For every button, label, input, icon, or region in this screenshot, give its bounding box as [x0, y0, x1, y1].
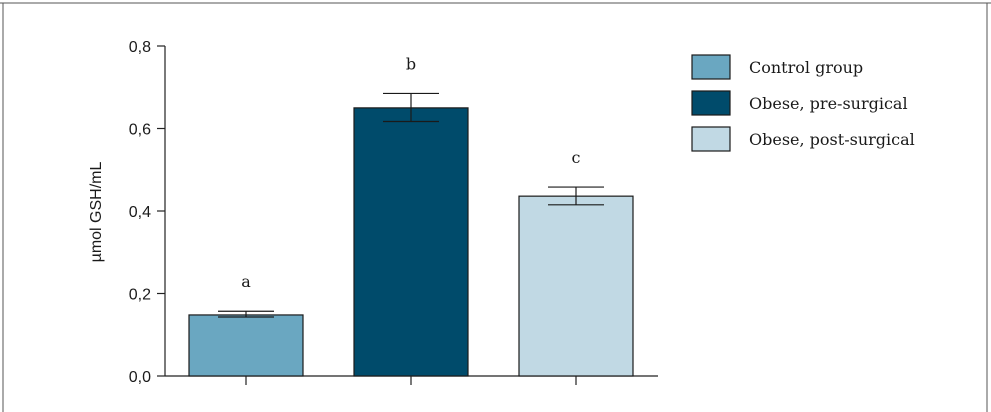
y-tick-label: 0,4 [129, 204, 151, 221]
legend-swatch [691, 126, 731, 152]
legend: Control group Obese, pre-surgical Obese, p… [691, 54, 915, 152]
significance-letter: c [572, 148, 581, 167]
y-tick-label: 0,2 [129, 287, 151, 304]
legend-swatch [691, 54, 731, 80]
significance-letter: b [406, 54, 416, 73]
legend-label: Obese, pre-surgical [749, 94, 908, 113]
legend-label: Control group [749, 58, 863, 77]
y-tick-label: 0,6 [129, 122, 151, 139]
bar [188, 314, 304, 377]
y-tick-label: 0,0 [129, 369, 151, 386]
significance-letter: a [241, 272, 251, 291]
plot-area: 0,0 0,2 0,4 0,6 0,8 a b c [129, 39, 658, 386]
y-axis-title: µmol GSH/mL [88, 162, 105, 263]
bar [518, 195, 634, 377]
legend-swatch [691, 90, 731, 116]
y-tick-label: 0,8 [129, 39, 151, 56]
bar [353, 107, 469, 377]
legend-label: Obese, post-surgical [749, 130, 915, 149]
